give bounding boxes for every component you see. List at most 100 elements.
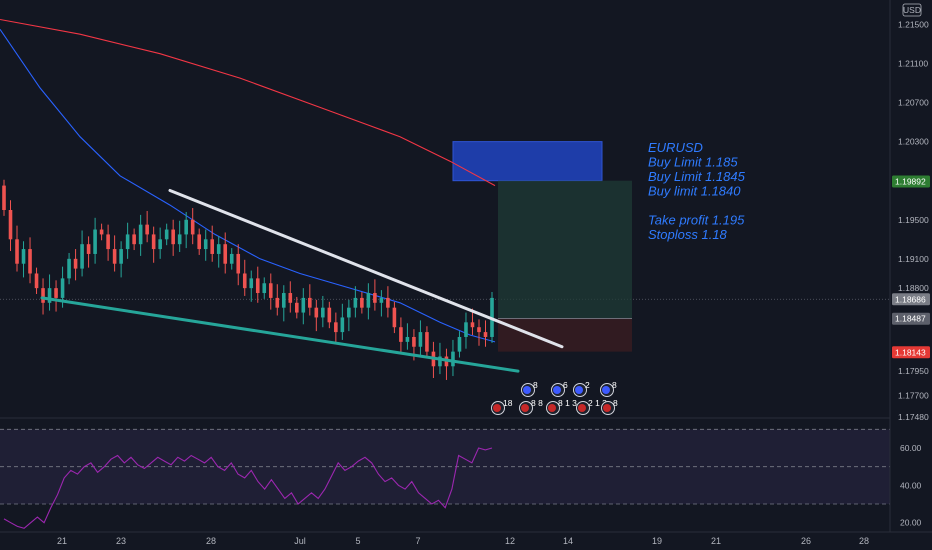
candle-body[interactable] <box>236 253 241 274</box>
candle-body[interactable] <box>281 293 286 308</box>
candle-body[interactable] <box>177 234 182 245</box>
resistance-trendline[interactable] <box>168 188 564 349</box>
candle-body[interactable] <box>210 239 215 254</box>
buy_limit-zone[interactable] <box>452 141 603 182</box>
time-axis[interactable]: 21 23 28 Jul 5 7 12 14 19 21 26 28 <box>0 531 932 546</box>
candle-body[interactable] <box>145 224 149 235</box>
price-axis[interactable]: USD 1.21500 1.21100 1.20700 1.20300 1.19500 1.… <box>889 0 932 550</box>
candle-body[interactable] <box>8 210 13 240</box>
candle-body[interactable] <box>438 356 442 367</box>
time-tick-label: 28 <box>206 536 216 546</box>
candle-body[interactable] <box>119 249 123 264</box>
candle-body[interactable] <box>190 219 195 235</box>
candle-body[interactable] <box>86 244 91 254</box>
candle-body[interactable] <box>321 307 325 318</box>
candle-body[interactable] <box>67 258 71 279</box>
candle-body[interactable] <box>412 336 416 347</box>
candle-body[interactable] <box>373 293 377 303</box>
candle-body[interactable] <box>457 336 462 352</box>
candle-body[interactable] <box>347 307 351 318</box>
candle-body[interactable] <box>392 307 397 328</box>
slow-moving-average <box>0 18 496 187</box>
candle-body[interactable] <box>164 229 169 240</box>
candle-body[interactable] <box>334 322 338 333</box>
candle-body[interactable] <box>197 234 201 250</box>
candle-body[interactable] <box>418 332 423 347</box>
candle-body[interactable] <box>112 249 117 264</box>
price-label-text: 1.18487 <box>895 314 926 324</box>
flag-icon <box>521 404 529 412</box>
candle-body[interactable] <box>106 234 110 250</box>
candle-body[interactable] <box>249 278 254 289</box>
price-label-badge[interactable] <box>892 346 930 359</box>
candle-body[interactable] <box>242 273 247 289</box>
candle-body[interactable] <box>262 283 267 294</box>
candle-body[interactable] <box>21 249 26 264</box>
time-tick-label: 7 <box>415 536 420 546</box>
candle-body[interactable] <box>99 229 104 235</box>
currency-badge[interactable] <box>902 3 922 17</box>
candle-body[interactable] <box>340 317 345 333</box>
candle-body[interactable] <box>2 185 6 210</box>
price-tick-label: 1.17700 <box>898 391 929 401</box>
candle-body[interactable] <box>158 239 162 250</box>
loss-zone[interactable] <box>498 318 632 352</box>
candle-body[interactable] <box>54 288 58 298</box>
price-label-badge[interactable] <box>892 312 930 325</box>
candle-body[interactable] <box>366 293 371 308</box>
candle-body[interactable] <box>386 297 390 308</box>
candle-body[interactable] <box>125 234 130 250</box>
candle-body[interactable] <box>151 234 156 250</box>
event-count-label: 8 1 3 <box>558 398 577 408</box>
candle-body[interactable] <box>60 278 65 298</box>
profit-zone[interactable] <box>498 180 632 319</box>
candle-body[interactable] <box>73 258 78 269</box>
candle-body[interactable] <box>308 297 312 308</box>
candle-body[interactable] <box>483 332 488 337</box>
candle-body[interactable] <box>223 244 228 264</box>
candles[interactable] <box>2 179 494 380</box>
candle-body[interactable] <box>275 297 280 308</box>
candle-body[interactable] <box>451 351 455 367</box>
candle-body[interactable] <box>216 244 221 254</box>
candle-body[interactable] <box>255 278 260 294</box>
candle-body[interactable] <box>405 336 410 342</box>
candle-body[interactable] <box>171 229 175 245</box>
candle-body[interactable] <box>470 322 475 328</box>
candle-body[interactable] <box>93 229 97 254</box>
position-zones[interactable] <box>452 141 632 352</box>
candle-body[interactable] <box>268 283 273 298</box>
support-trendline[interactable] <box>40 296 520 373</box>
candle-body[interactable] <box>314 307 319 318</box>
candle-body[interactable] <box>229 253 234 264</box>
candle-body[interactable] <box>301 297 306 313</box>
candle-body[interactable] <box>295 302 299 313</box>
event-count-label: 8 <box>612 380 617 390</box>
candle-body[interactable] <box>28 249 32 274</box>
trendlines[interactable] <box>40 188 564 373</box>
candle-body[interactable] <box>425 332 429 352</box>
candle-body[interactable] <box>34 273 39 289</box>
candle-body[interactable] <box>41 288 45 303</box>
candle-body[interactable] <box>327 307 332 323</box>
candle-body[interactable] <box>464 322 468 337</box>
candle-body[interactable] <box>132 234 136 245</box>
candle-body[interactable] <box>399 327 403 342</box>
candle-body[interactable] <box>47 288 52 303</box>
candle-body[interactable] <box>203 239 208 250</box>
rsi-line <box>3 447 493 529</box>
candle-body[interactable] <box>288 293 293 303</box>
candle-body[interactable] <box>184 219 188 235</box>
candle-body[interactable] <box>477 327 481 333</box>
price-label-badge[interactable] <box>892 293 930 306</box>
candle-body[interactable] <box>15 239 19 264</box>
candle-body[interactable] <box>80 244 84 269</box>
candle-body[interactable] <box>379 297 384 303</box>
candle-body[interactable] <box>138 224 143 245</box>
candle-body[interactable] <box>360 297 364 308</box>
candle-body[interactable] <box>353 297 358 308</box>
price-label-text: 1.18143 <box>895 347 926 357</box>
price-label-badge[interactable] <box>892 175 930 188</box>
